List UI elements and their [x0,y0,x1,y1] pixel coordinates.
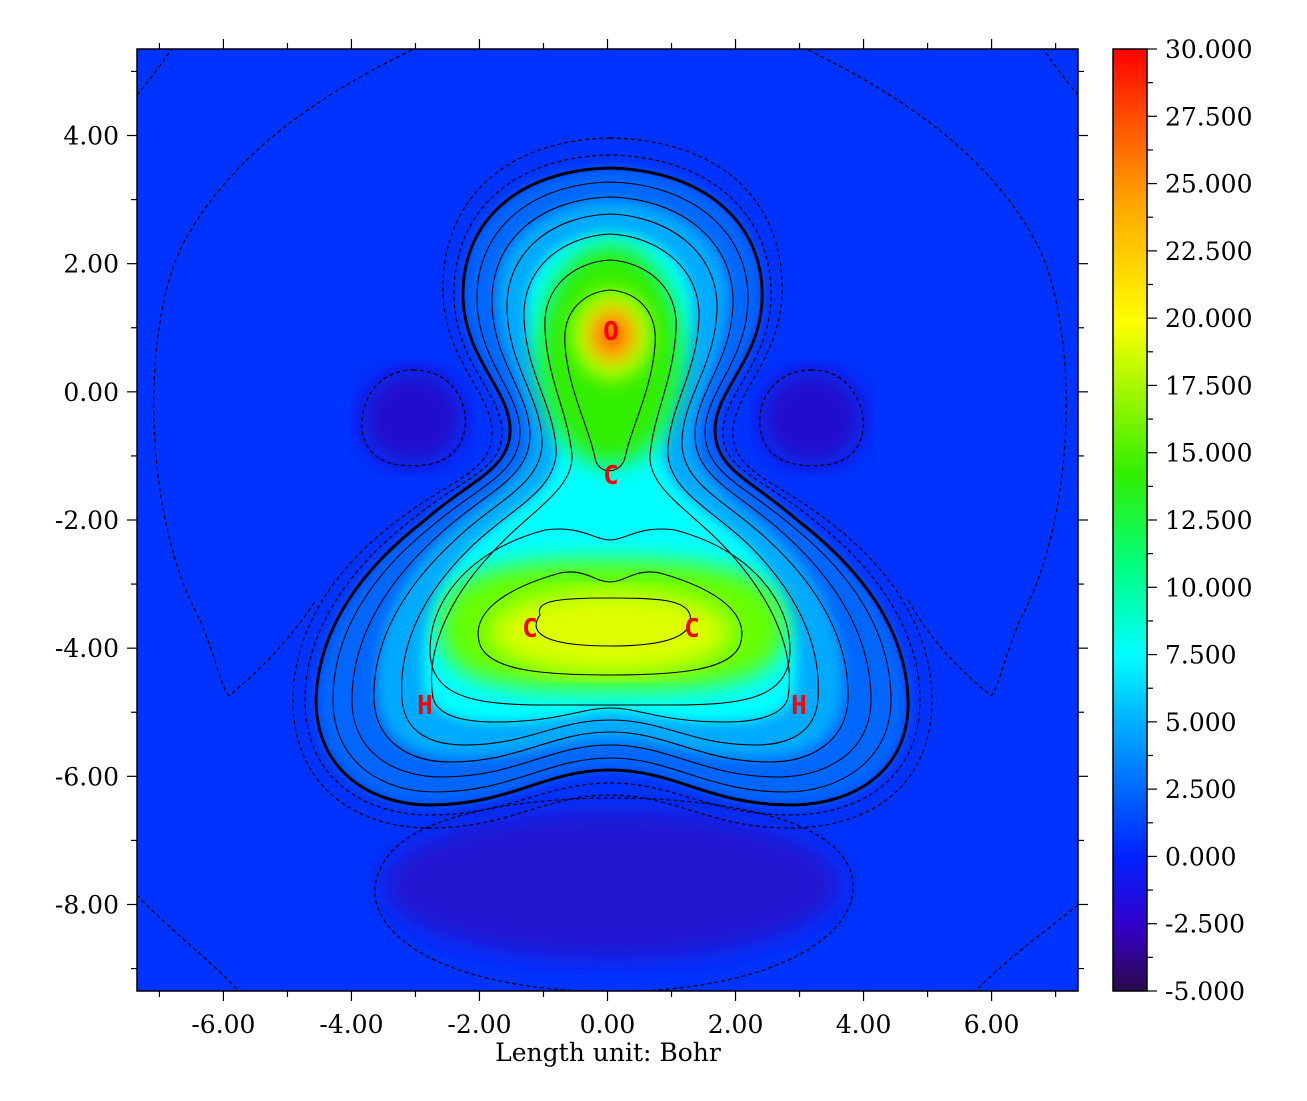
colorbar-tick-label: -5.000 [1165,977,1245,1006]
colorbar-tick-label: 27.500 [1165,102,1252,131]
y-tick-label: -6.00 [55,762,119,791]
colorbar-tick-label: 15.000 [1165,439,1252,468]
atom-label-h-left: H [417,691,433,721]
atom-label-c-right: C [684,614,700,644]
atom-label-c-left: C [522,614,538,644]
colorbar-tick-label: 22.500 [1165,237,1252,266]
colorbar-tick-label: 7.500 [1165,641,1237,670]
colorbar [1112,48,1148,992]
x-axis: -6.00 -4.00 -2.00 0.00 2.00 4.00 6.00 [158,39,1057,1039]
x-tick-label: -6.00 [191,1010,255,1039]
x-tick-label: 6.00 [964,1010,1020,1039]
x-tick-label: 0.00 [580,1010,636,1039]
x-tick-label: 2.00 [708,1010,764,1039]
colorbar-tick-label: -2.500 [1165,910,1245,939]
x-axis-title: Length unit: Bohr [495,1038,721,1067]
y-tick-label: -2.00 [55,506,119,535]
colorbar-tick-label: 12.500 [1165,506,1252,535]
heatmap-field [137,49,1078,991]
y-tick-label: 2.00 [63,250,119,279]
atom-label-c-top: C [603,461,619,491]
y-tick-label: -4.00 [55,634,119,663]
colorbar-tick-label: 10.000 [1165,573,1252,602]
contour-lines [137,49,1078,991]
colorbar-tick-label: 2.500 [1165,775,1237,804]
colorbar-tick-label: 25.000 [1165,170,1252,199]
x-tick-label: -2.00 [447,1010,511,1039]
colorbar-tick-label: 5.000 [1165,708,1237,737]
colorbar-tick-label: 20.000 [1165,304,1252,333]
y-tick-label: -8.00 [55,890,119,919]
x-tick-label: -4.00 [319,1010,383,1039]
x-tick-label: 4.00 [836,1010,892,1039]
colorbar-axis: 30.000 27.500 25.000 22.500 20.000 17.500 15.0… [1147,35,1252,1006]
atom-label-o: O [603,317,619,347]
colorbar-tick-label: 0.000 [1165,842,1237,871]
atom-label-h-right: H [791,691,807,721]
colorbar-tick-label: 30.000 [1165,35,1252,64]
colorbar-tick-label: 17.500 [1165,371,1252,400]
y-axis: 4.00 2.00 0.00 -2.00 -4.00 -6.00 -8.00 [55,70,1088,970]
atom-labels: O C C C H H [417,317,807,721]
y-tick-label: 4.00 [63,122,119,151]
y-tick-label: 0.00 [63,378,119,407]
